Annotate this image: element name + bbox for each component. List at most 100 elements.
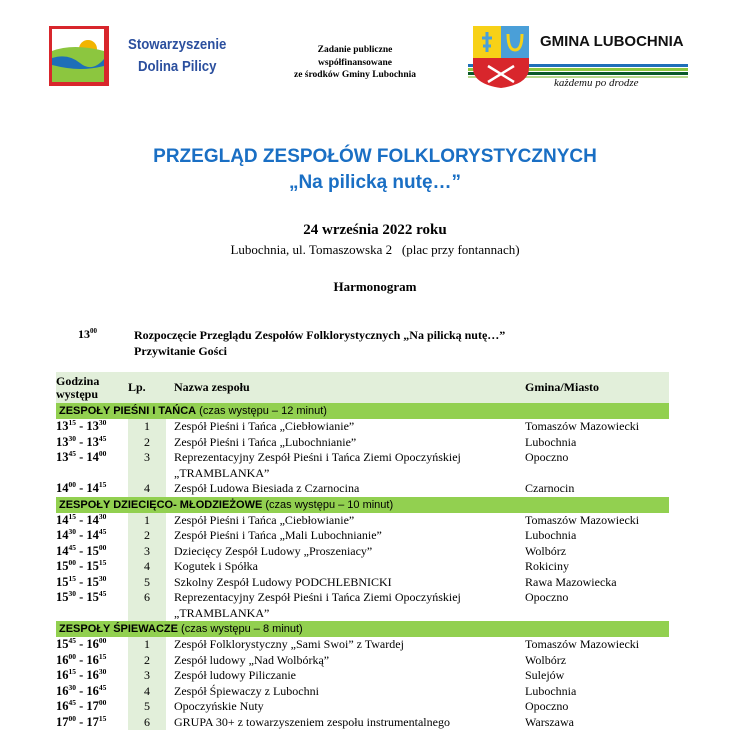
table-row: 1330 - 1345 2 Zespół Pieśni i Tańca „Lub…	[56, 433, 669, 450]
table-row: 1445 - 1500 3 Dziecięcy Zespół Ludowy „P…	[56, 542, 669, 559]
performance-time: 1315 - 1330	[56, 418, 107, 433]
row-number: 6	[128, 714, 166, 730]
section-row: ZESPOŁY DZIECIĘCO- MŁODZIEŻOWE (czas wys…	[56, 496, 669, 513]
ensemble-name: Dziecięcy Zespół Ludowy „Proszeniacy”	[174, 543, 373, 558]
opening-text: Rozpoczęcie Przeglądu Zespołów Folklorys…	[134, 327, 505, 359]
funding-note: Zadanie publiczne współfinansowane ze śr…	[265, 44, 445, 82]
opening-time: 1300	[78, 327, 97, 341]
ensemble-name: Opoczyńskie Nuty	[174, 699, 264, 713]
row-number: 6	[128, 590, 166, 621]
row-number: 1	[128, 637, 166, 653]
ensemble-city: Warszawa	[525, 714, 575, 729]
gmina-slogan: każdemu po drodze	[554, 77, 639, 88]
row-number: 3	[128, 450, 166, 481]
ensemble-city: Rawa Mazowiecka	[525, 574, 617, 589]
table-row: 1700 - 1715 6 GRUPA 30+ z towarzyszeniem…	[56, 714, 669, 730]
ensemble-name: Reprezentacyjny Zespół Pieśni i Tańca Zi…	[174, 450, 461, 480]
ensemble-name: Zespół Pieśni i Tańca „Ciebłowianie”	[174, 512, 355, 527]
performance-time: 1645 - 1700	[56, 698, 107, 713]
ensemble-city: Wolbórz	[525, 543, 567, 558]
performance-time: 1515 - 1530	[56, 573, 107, 589]
ensemble-city: Lubochnia	[525, 683, 577, 698]
performance-time: 1630 - 1645	[56, 682, 107, 698]
table-row: 1415 - 1430 1 Zespół Pieśni i Tańca „Cie…	[56, 511, 669, 528]
performance-time: 1500 - 1515	[56, 558, 107, 573]
table-row: 1400 - 1415 4 Zespół Ludowa Biesiada z C…	[56, 481, 669, 497]
header-lp: Lp.	[128, 372, 166, 403]
row-number: 5	[128, 699, 166, 715]
opening-line1: Rozpoczęcie Przeglądu Zespołów Folklorys…	[134, 328, 506, 342]
performance-time: 1330 - 1345	[56, 433, 107, 449]
section-title: ZESPOŁY DZIECIĘCO- MŁODZIEŻOWE (czas wys…	[56, 496, 669, 513]
table-row: 1345 - 1400 3 Reprezentacyjny Zespół Pie…	[56, 450, 669, 481]
ensemble-name: Zespół Pieśni i Tańca „Mali Lubochnianie…	[174, 528, 382, 542]
ensemble-city: Czarnocin	[525, 481, 575, 495]
ensemble-city: Tomaszów Mazowiecki	[525, 419, 640, 433]
gmina-logo-text: GMINA LUBOCHNIA	[540, 33, 684, 50]
ensemble-city: Sulejów	[525, 668, 565, 682]
section-row: ZESPOŁY PIEŚNI I TAŃCA (czas występu – 1…	[56, 403, 669, 419]
header-city: Gmina/Miasto	[525, 372, 669, 403]
ensemble-name: Zespół ludowy „Nad Wolbórką”	[174, 652, 330, 667]
ensemble-city: Lubochnia	[525, 434, 577, 449]
funding-line2: współfinansowane	[318, 57, 392, 68]
schedule-heading: Harmonogram	[333, 279, 417, 294]
table-row: 1645 - 1700 5 Opoczyńskie Nuty Opoczno	[56, 699, 669, 715]
row-number: 2	[128, 652, 166, 668]
row-number: 3	[128, 668, 166, 684]
org-name-line2: Dolina Pilicy	[137, 58, 217, 75]
row-number: 3	[128, 543, 166, 559]
row-number: 4	[128, 481, 166, 497]
ensemble-city: Wolbórz	[525, 652, 567, 667]
ensemble-city: Opoczno	[525, 590, 569, 604]
table-row: 1615 - 1630 3 Zespół ludowy Piliczanie S…	[56, 668, 669, 684]
table-row: 1500 - 1515 4 Kogutek i Spółka Rokiciny	[56, 559, 669, 575]
ensemble-name: Zespół Pieśni i Tańca „Lubochnianie”	[174, 434, 357, 449]
row-number: 4	[128, 683, 166, 699]
performance-time: 1400 - 1415	[56, 480, 107, 495]
row-number: 1	[128, 512, 166, 528]
event-date: 24 września 2022 roku	[303, 222, 447, 238]
header-name: Nazwa zespołu	[166, 372, 525, 403]
header-time: Godzina występu	[56, 372, 128, 403]
funding-line1: Zadanie publiczne	[317, 45, 393, 55]
organization-name: Stowarzyszenie Dolina Pilicy	[120, 34, 234, 78]
event-place: Lubochnia, ul. Tomaszowska 2 (plac przy …	[230, 242, 520, 257]
performance-time: 1530 - 1545	[56, 589, 107, 604]
ensemble-name: Zespół Pieśni i Tańca „Ciebłowianie”	[174, 419, 355, 433]
table-row: 1515 - 1530 5 Szkolny Zespół Ludowy PODC…	[56, 573, 669, 590]
performance-time: 1615 - 1630	[56, 667, 107, 682]
table-header-row: Godzina występu Lp. Nazwa zespołu Gmina/…	[56, 372, 669, 403]
performance-time: 1600 - 1615	[56, 651, 107, 667]
section-row: ZESPOŁY ŚPIEWACZE (czas występu – 8 minu…	[56, 621, 669, 637]
ensemble-city: Tomaszów Mazowiecki	[525, 512, 640, 527]
performance-time: 1445 - 1500	[56, 542, 107, 558]
funding-line3: ze środków Gminy Lubochnia	[293, 70, 417, 80]
ensemble-name: Zespół Ludowa Biesiada z Czarnocina	[174, 481, 360, 495]
table-row: 1530 - 1545 6 Reprezentacyjny Zespół Pie…	[56, 590, 669, 621]
row-number: 4	[128, 559, 166, 575]
ensemble-name: Szkolny Zespół Ludowy PODCHLEBNICKI	[174, 574, 392, 589]
row-number: 2	[128, 528, 166, 544]
table-row: 1545 - 1600 1 Zespół Folklorystyczny „Sa…	[56, 637, 669, 653]
ensemble-city: Tomaszów Mazowiecki	[525, 637, 640, 651]
event-subtitle: „Na pilicką nutę…”	[288, 172, 462, 193]
ensemble-name: Zespół ludowy Piliczanie	[174, 668, 296, 682]
performance-time: 1430 - 1445	[56, 527, 107, 542]
ensemble-city: Opoczno	[525, 450, 569, 464]
event-title: PRZEGLĄD ZESPOŁÓW FOLKLORYSTYCZNYCH	[153, 146, 597, 167]
org-name-line1: Stowarzyszenie	[128, 36, 227, 53]
stowarzyszenie-logo	[49, 26, 109, 86]
ensemble-name: Zespół Śpiewaczy z Lubochni	[174, 683, 319, 698]
table-row: 1430 - 1445 2 Zespół Pieśni i Tańca „Mal…	[56, 528, 669, 544]
schedule-table: Godzina występu Lp. Nazwa zespołu Gmina/…	[56, 372, 669, 730]
opening-line2: Przywitanie Gości	[134, 344, 227, 358]
ensemble-name: GRUPA 30+ z towarzyszeniem zespołu instr…	[174, 714, 450, 729]
performance-time: 1545 - 1600	[56, 636, 107, 651]
ensemble-name: Zespół Folklorystyczny „Sami Swoi” z Twa…	[174, 637, 404, 651]
table-row: 1600 - 1615 2 Zespół ludowy „Nad Wolbórk…	[56, 651, 669, 668]
performance-time: 1345 - 1400	[56, 449, 107, 464]
ensemble-city: Rokiciny	[525, 559, 569, 573]
performance-time: 1415 - 1430	[56, 511, 107, 527]
row-number: 1	[128, 419, 166, 435]
